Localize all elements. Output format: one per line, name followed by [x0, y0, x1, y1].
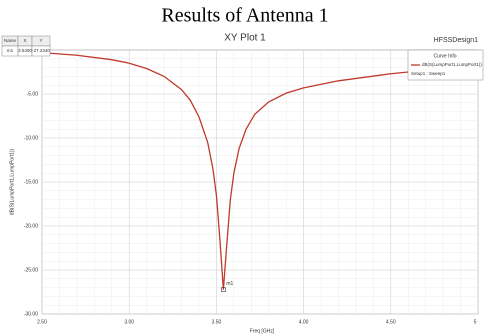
- legend-title: Curve Info: [433, 53, 456, 59]
- design-name: HFSSDesign1: [434, 37, 478, 44]
- y-tick-label: -20.00: [24, 223, 38, 229]
- legend-note: Setup1 : Sweep1: [411, 71, 446, 76]
- x-tick-label: 4.50: [386, 319, 396, 325]
- y-axis-label: dB(S(LumpPort1,LumpPort1)): [9, 148, 15, 215]
- y-tick-label: -15.00: [24, 179, 38, 185]
- marker-point: [221, 287, 226, 292]
- y-tick-label: -5.00: [27, 91, 39, 97]
- plot-title: XY Plot 1: [224, 33, 266, 44]
- x-tick-label: 3.00: [124, 319, 134, 325]
- table-text: Name: [4, 38, 17, 43]
- y-tick-label: -30.00: [24, 311, 38, 317]
- x-tick-label: 4.00: [299, 319, 309, 325]
- x-tick-label: 5: [474, 319, 477, 325]
- x-axis-label: Freq [GHz]: [250, 328, 275, 334]
- y-tick-label: -25.00: [24, 267, 38, 273]
- legend-box: [407, 49, 484, 81]
- x-tick-label: 2.50: [37, 319, 47, 325]
- table-cell: [31, 45, 51, 57]
- legend-label: dB(S(LumpPort1,LumpPort1)): [422, 62, 482, 67]
- table-text: X: [23, 38, 26, 43]
- table-text: m1: [7, 48, 14, 53]
- table-text: -27.2340: [32, 48, 50, 53]
- marker-label: m1: [226, 281, 233, 287]
- x-tick-label: 3.50: [212, 319, 222, 325]
- table-text: 3.5400: [18, 48, 32, 53]
- table-text: Y: [39, 38, 42, 43]
- chart-title: Results of Antenna 1: [161, 5, 328, 27]
- y-tick-label: -10.00: [24, 135, 38, 141]
- series-line: [41, 51, 479, 290]
